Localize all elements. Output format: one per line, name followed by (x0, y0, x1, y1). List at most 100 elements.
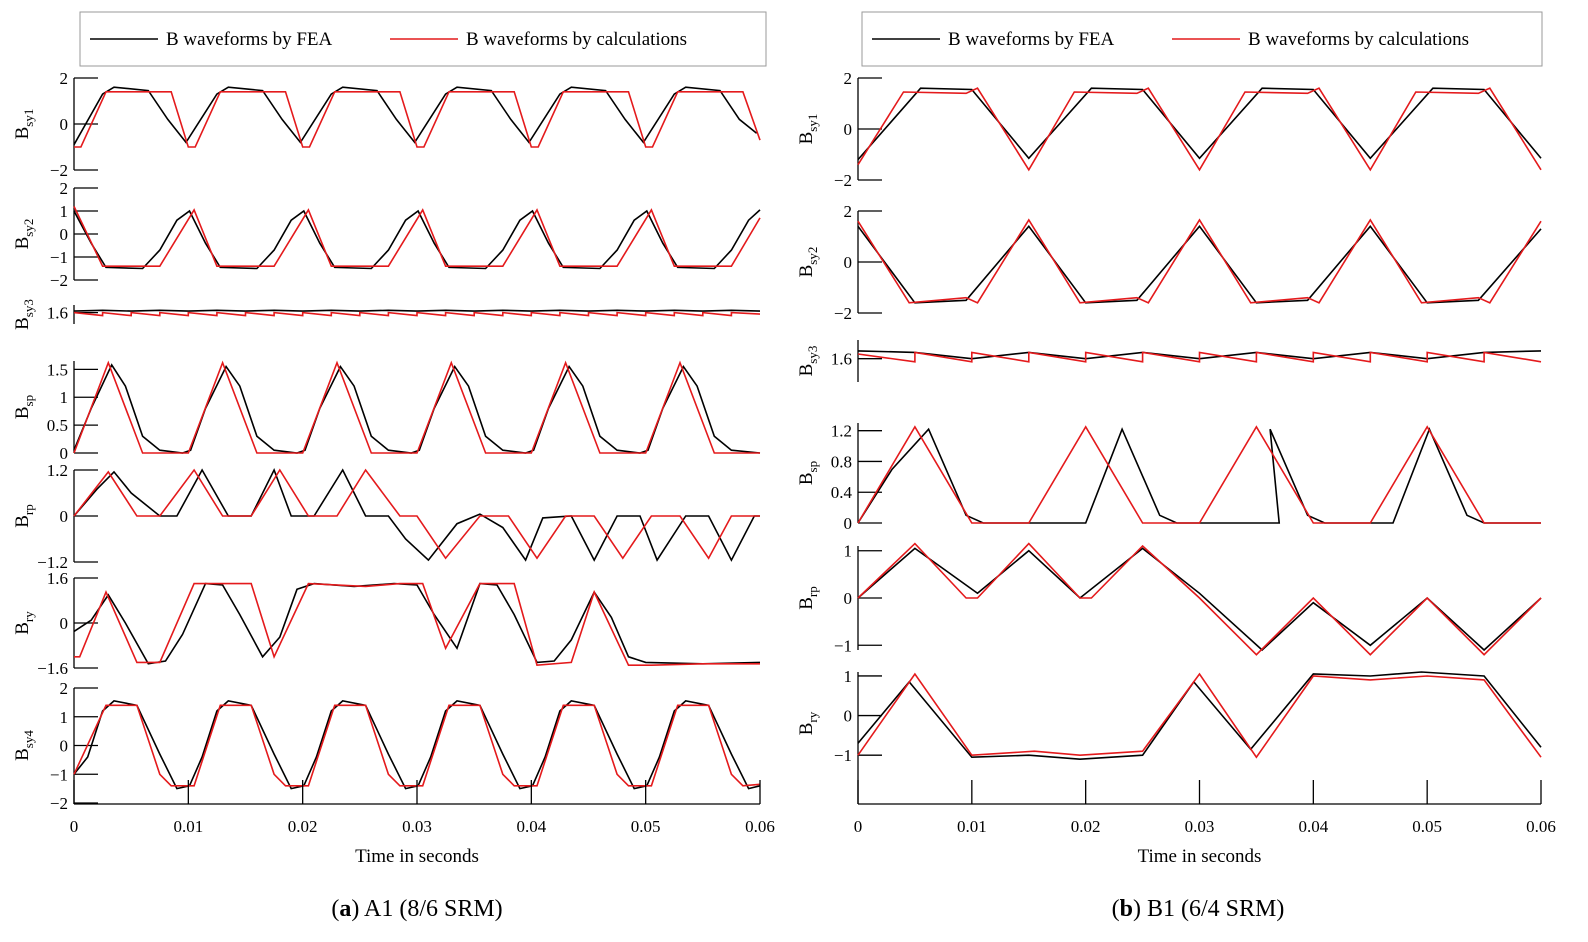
series-line-calc (73, 360, 760, 454)
y-tick-label: 2 (60, 179, 69, 198)
y-tick-label: 1 (60, 708, 69, 727)
x-tick-label: 0.01 (173, 817, 203, 836)
y-axis-title: Bsp (796, 461, 820, 485)
y-axis-title-subscript: sy1 (805, 114, 820, 132)
y-tick-label: 0 (844, 120, 853, 139)
y-tick-label: 0 (844, 589, 853, 608)
legend-label-fea: B waveforms by FEA (166, 29, 333, 50)
y-tick-label: 1.6 (47, 569, 68, 588)
y-axis-title-subscript: sy3 (805, 346, 820, 364)
y-tick-label: 2 (844, 69, 853, 88)
y-axis-title-subscript: ry (805, 711, 820, 722)
y-tick-label: 1.6 (47, 304, 68, 323)
x-tick-label: 0.03 (402, 817, 432, 836)
y-tick-label: 0 (60, 614, 69, 633)
series-line-calc (857, 672, 1542, 759)
panel-bsp: 0 0.5 1 1.5 Bsp (12, 360, 761, 463)
x-tick-label: 0.06 (1526, 817, 1556, 836)
x-tick-label: 0.01 (957, 817, 987, 836)
y-tick-label: 0 (60, 225, 69, 244)
y-tick-label: −2 (50, 794, 68, 813)
y-axis-title-main: B (12, 237, 33, 250)
series-line-fea (73, 363, 761, 454)
y-axis-title-subscript: ry (21, 611, 36, 622)
y-axis-title-subscript: sp (21, 395, 36, 407)
series-line-calc (73, 206, 761, 268)
caption-text: A1 (8/6 SRM) (359, 896, 502, 922)
y-axis-title: Bsy2 (796, 247, 820, 278)
y-tick-label: −1.6 (37, 659, 68, 678)
caption-label: a (339, 896, 351, 922)
y-tick-label: 2 (60, 69, 69, 88)
legend-label-fea: B waveforms by FEA (948, 29, 1115, 50)
y-axis-title-subscript: sy4 (21, 730, 36, 749)
panel-bsy1: −2 0 2 Bsy1 (796, 69, 1542, 190)
series-line-fea (857, 547, 1542, 652)
y-axis-title: Bry (12, 611, 36, 635)
y-tick-label: −2 (50, 271, 68, 290)
y-tick-label: 1 (844, 542, 853, 561)
y-axis-title-subscript: sy2 (21, 219, 36, 237)
y-axis-title-main: B (796, 265, 817, 278)
x-tick-label: 0.04 (1298, 817, 1328, 836)
y-axis-title-main: B (12, 406, 33, 419)
y-tick-label: 0 (60, 115, 69, 134)
y-axis-title-main: B (796, 472, 817, 485)
x-tick-label: 0.03 (1185, 817, 1215, 836)
panel-brp: −1.2 0 1.2 Brp (12, 461, 760, 572)
y-tick-label: 0 (844, 514, 853, 533)
series-line-calc (74, 91, 761, 148)
legend: B waveforms by FEA B waveforms by calcula… (79, 11, 767, 67)
caption-text: B1 (6/4 SRM) (1141, 896, 1284, 922)
series-line-calc (73, 468, 760, 560)
y-tick-label: −2 (834, 171, 852, 190)
chart-a: B waveforms by FEA B waveforms by calcula… (12, 11, 775, 922)
x-axis-title: Time in seconds (1138, 846, 1262, 867)
caption-paren-open: ( (331, 896, 339, 922)
panel-bsy4: −2 −1 0 1 2 Bsy4 (12, 679, 761, 813)
y-tick-label: 0 (844, 707, 853, 726)
panel-bsy1: −2 0 2 Bsy1 (12, 69, 761, 180)
caption-paren-close: ) (1133, 896, 1141, 922)
panel-bsy3: 1.6 Bsy3 (12, 299, 761, 330)
y-axis-title: Brp (796, 586, 820, 610)
panel-bry: −1.6 0 1.6 Bry (12, 569, 761, 678)
series-line-calc (73, 704, 761, 787)
figure-caption: (b) B1 (6/4 SRM) (1112, 896, 1285, 922)
caption-label: b (1120, 896, 1133, 922)
y-axis-title-subscript: sp (805, 461, 820, 473)
y-tick-label: −1 (834, 636, 852, 655)
series-line-calc (74, 582, 760, 667)
y-axis-title: Bsy2 (12, 219, 36, 250)
panel-brp: −1 0 1 Brp (796, 542, 1542, 656)
series-line-fea (857, 671, 1542, 761)
figure-caption: (a) A1 (8/6 SRM) (331, 896, 502, 922)
chart-b: B waveforms by FEA B waveforms by calcula… (796, 11, 1556, 922)
series-line-calc (857, 218, 1542, 304)
x-tick-label: 0.06 (745, 817, 775, 836)
y-axis-title: Bsp (12, 395, 36, 419)
x-axis-title: Time in seconds (355, 846, 479, 867)
y-axis-title-main: B (796, 597, 817, 610)
y-tick-label: 1 (844, 667, 853, 686)
panel-bry: −1 0 1 Bry (796, 667, 1542, 775)
y-axis-title-subscript: sy1 (21, 109, 36, 127)
y-axis-title-main: B (12, 127, 33, 140)
y-axis-title-main: B (796, 364, 817, 377)
series-line-fea (857, 427, 1541, 524)
series-line-calc (857, 542, 1542, 656)
y-tick-label: 1 (60, 202, 69, 221)
y-tick-label: −1 (50, 765, 68, 784)
y-axis-title-main: B (12, 622, 33, 635)
y-axis-title: Bsy3 (796, 346, 820, 377)
legend-label-calc: B waveforms by calculations (466, 29, 687, 50)
y-tick-label: 0 (60, 507, 69, 526)
y-tick-label: 0.4 (831, 483, 853, 502)
y-axis-title-subscript: rp (805, 586, 820, 597)
caption-paren-open: ( (1112, 896, 1120, 922)
series-line-fea (73, 86, 758, 146)
x-tick-label: 0.02 (1071, 817, 1101, 836)
y-axis-title-subscript: rp (21, 504, 36, 515)
legend: B waveforms by FEA B waveforms by calcula… (861, 11, 1543, 67)
y-tick-label: 0 (844, 253, 853, 272)
